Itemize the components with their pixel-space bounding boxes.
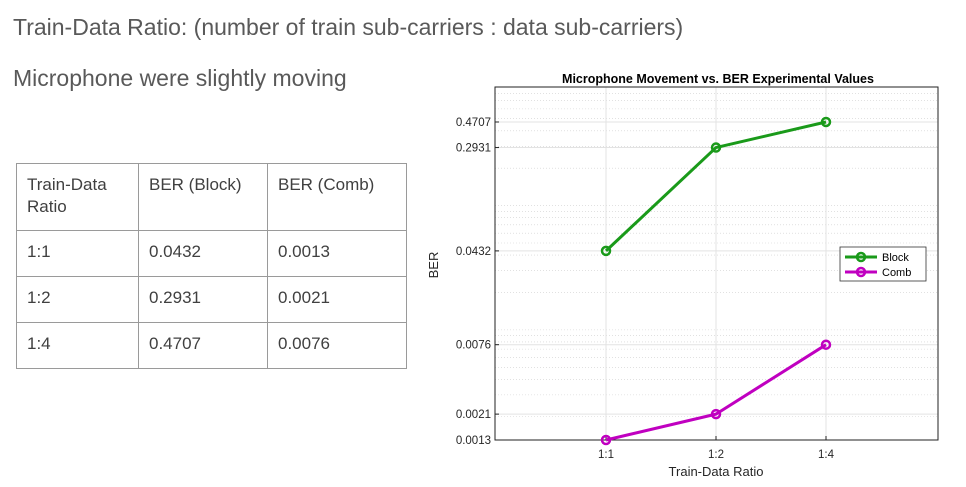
chart-legend: Block Comb [839,246,927,282]
results-table: Train-Data Ratio BER (Block) BER (Comb) … [16,163,407,369]
legend-swatch-marker [855,251,867,263]
table-cell: 0.0076 [267,322,407,369]
table-cell: 0.0432 [138,230,268,277]
y-axis-label: BER [426,252,441,279]
chart-series [600,116,832,446]
data-point-block [600,245,612,257]
data-point-block [820,116,832,128]
table-cell: 0.0021 [267,276,407,323]
legend-swatch-marker [855,266,867,278]
y-tick-label: 0.4707 [456,117,491,129]
header-train-data-ratio: Train-Data Ratio [16,163,139,231]
legend-box [839,246,927,282]
x-axis-label: Train-Data Ratio [669,464,764,479]
data-point-comb [710,408,722,420]
table-cell: 0.0013 [267,230,407,277]
table-header-row: Train-Data Ratio BER (Block) BER (Comb) [16,163,407,231]
slide-title: Train-Data Ratio: (number of train sub-c… [13,14,684,40]
table-cell: 1:4 [16,322,139,369]
data-point-comb [600,434,612,446]
legend-label: Block [882,252,909,264]
series-line-block [604,120,827,252]
table-row: 1:4 0.4707 0.0076 [16,322,407,369]
table-cell: 1:2 [16,276,139,323]
table-row: 1:2 0.2931 0.0021 [16,276,407,323]
table-row: 1:1 0.0432 0.0013 [16,230,407,277]
header-ber-block: BER (Block) [138,163,268,231]
x-tick-label: 1:1 [598,449,614,461]
legend-label: Comb [882,267,911,279]
table-cell: 0.2931 [138,276,268,323]
x-tick-label: 1:2 [708,449,724,461]
header-ber-comb: BER (Comb) [267,163,407,231]
y-tick-label: 0.0021 [456,409,491,421]
table-cell: 0.4707 [138,322,268,369]
slide-subtitle: Microphone were slightly moving [13,65,347,91]
y-tick-label: 0.2931 [456,143,491,155]
table-cell: 1:1 [16,230,139,277]
chart-title: Microphone Movement vs. BER Experimental… [562,72,874,86]
y-tick-label: 0.0076 [456,340,491,352]
ber-chart: Microphone Movement vs. BER Experimental… [426,72,939,479]
data-point-block [710,142,722,153]
data-point-comb [820,339,832,350]
y-tick-label: 0.0432 [456,246,491,258]
chart-axes: 0.0013 0.0021 0.0076 0.0432 0.2931 0.4707 1:1 1… [456,117,835,461]
x-tick-label: 1:4 [818,449,835,461]
y-tick-label: 0.0013 [456,435,491,447]
series-line-comb [605,343,827,442]
